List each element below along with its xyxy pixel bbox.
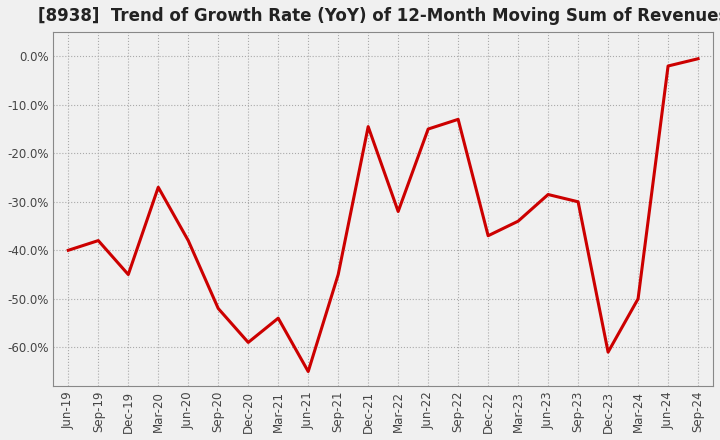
Title: [8938]  Trend of Growth Rate (YoY) of 12-Month Moving Sum of Revenues: [8938] Trend of Growth Rate (YoY) of 12-… [38,7,720,25]
